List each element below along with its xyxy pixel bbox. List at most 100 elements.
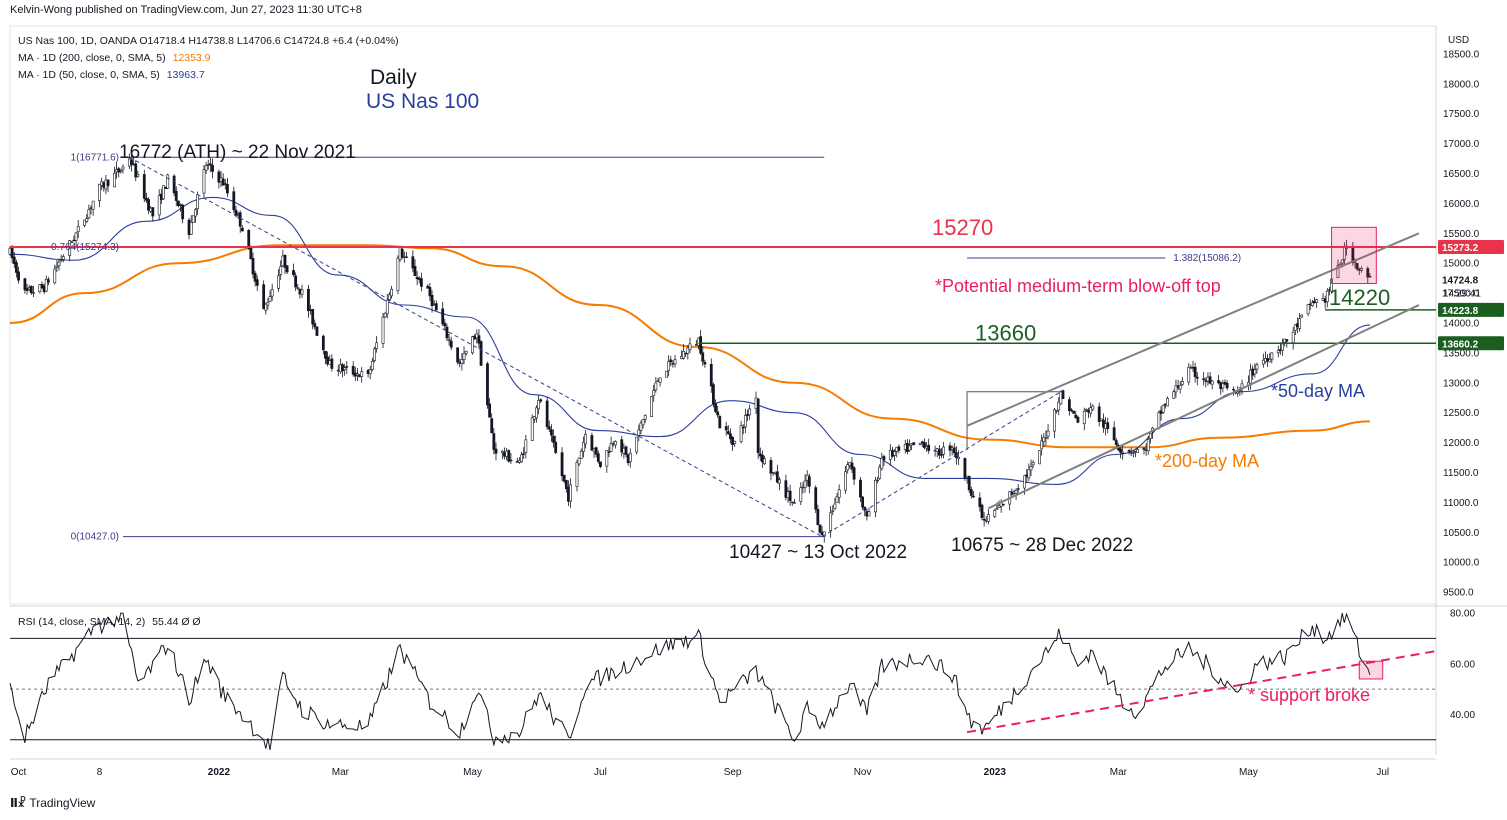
candle-down — [292, 270, 295, 276]
candle-up — [1293, 324, 1297, 331]
candle-down — [400, 248, 404, 258]
time-tick-label: Jul — [594, 767, 607, 778]
candle-up — [569, 484, 572, 502]
candle-up — [390, 288, 393, 297]
candle-down — [492, 433, 496, 450]
candle-down — [861, 496, 865, 508]
time-tick-label: 2022 — [208, 767, 231, 778]
rsi-break-box[interactable] — [1358, 660, 1384, 680]
candle-down — [1106, 422, 1110, 430]
candle-down — [419, 278, 423, 287]
candle-down — [775, 471, 779, 483]
candle-up — [993, 510, 997, 517]
candle-down — [29, 286, 33, 294]
candle-down — [217, 171, 221, 183]
candle-up — [995, 508, 999, 510]
fib-diagonal[interactable] — [129, 156, 823, 538]
rsi-tick-label: 80.00 — [1450, 609, 1475, 620]
candle-down — [1225, 382, 1229, 389]
candle-up — [997, 505, 1001, 508]
candle-down — [756, 398, 760, 454]
candle-up — [1029, 466, 1033, 471]
candle-down — [494, 448, 498, 454]
candle-up — [59, 259, 63, 261]
candle-up — [383, 312, 387, 318]
candle-up — [1359, 268, 1363, 271]
candle-down — [23, 278, 27, 291]
candle-up — [1249, 369, 1252, 384]
candle-up — [1291, 331, 1295, 343]
candle-up — [579, 450, 583, 459]
candle-up — [55, 265, 59, 268]
candle-down — [1368, 276, 1372, 278]
resistance-label: 15270 — [932, 215, 993, 240]
candle-up — [83, 219, 87, 226]
candle-up — [918, 442, 922, 445]
candle-up — [1082, 411, 1086, 424]
candle-down — [937, 448, 941, 456]
candle-up — [1161, 405, 1165, 413]
candle-up — [1040, 440, 1044, 450]
candle-down — [923, 442, 926, 448]
candle-up — [1180, 380, 1184, 385]
candle-down — [479, 341, 483, 366]
candle-up — [1300, 314, 1304, 318]
candle-up — [763, 458, 766, 465]
candle-up — [500, 450, 504, 454]
ath-annotation: 16772 (ATH) ~ 22 Nov 2021 — [119, 142, 356, 163]
candle-up — [157, 195, 161, 216]
candle-up — [876, 479, 879, 482]
candle-up — [867, 511, 871, 517]
symbol-legend[interactable]: US Nas 100, 1D, OANDA O14718.4 H14738.8 … — [18, 35, 399, 47]
candle-down — [816, 509, 820, 526]
channel-lower-line[interactable] — [987, 304, 1420, 510]
candle-down — [594, 447, 598, 455]
ma50-legend[interactable]: MA · 1D (50, close, 0, SMA, 5) 13963.7 — [18, 69, 205, 81]
ma200-legend[interactable]: MA · 1D (200, close, 0, SMA, 5) 12353.9 — [18, 52, 211, 64]
candle-up — [381, 316, 385, 344]
chart-canvas[interactable]: 1(16771.6) 0.764(15274.3) 0(10427.0) 1.382(… — [0, 0, 1507, 790]
blow-off-top-box[interactable] — [1331, 226, 1377, 285]
candle-up — [300, 289, 304, 295]
candle-down — [1217, 380, 1220, 384]
candle-up — [643, 415, 647, 420]
candle-up — [1148, 433, 1152, 439]
price-tick-label: 10500.0 — [1443, 528, 1480, 539]
footer-brand-text: TradingView — [29, 796, 96, 810]
rsi-line[interactable] — [9, 612, 1371, 750]
price-tag-support-14220: 14223.8 — [1442, 306, 1479, 317]
candle-up — [57, 261, 61, 267]
footer-brand[interactable]: Ⅱ☧ TradingView — [10, 796, 95, 810]
candle-down — [1119, 448, 1122, 453]
rsi-support-trendline[interactable] — [966, 650, 1437, 734]
candle-down — [729, 433, 732, 440]
candle-up — [44, 278, 48, 292]
candle-down — [221, 178, 225, 186]
candle-down — [1074, 414, 1078, 418]
fib-extension-dash[interactable] — [821, 391, 1062, 538]
price-tick-label: 15500.0 — [1443, 229, 1480, 240]
candle-down — [731, 436, 734, 445]
candle-down — [712, 384, 715, 405]
time-tick-label: Mar — [332, 767, 350, 778]
rsi-tick-label: 40.00 — [1450, 710, 1475, 721]
candle-up — [136, 173, 140, 177]
price-tick-label: 14000.0 — [1443, 318, 1480, 329]
candle-up — [74, 232, 78, 241]
candle-up — [1038, 450, 1041, 465]
time-tick-label: May — [1239, 767, 1258, 778]
ma50-line[interactable] — [9, 196, 1370, 485]
candle-down — [599, 461, 602, 467]
candle-up — [1146, 438, 1150, 452]
candle-down — [1061, 390, 1065, 399]
candle-down — [669, 359, 673, 363]
channel-upper-line[interactable] — [966, 232, 1420, 427]
price-tick-label: 12500.0 — [1443, 408, 1480, 419]
candle-down — [106, 179, 110, 186]
price-tick-label: 12000.0 — [1443, 438, 1480, 449]
candle-down — [818, 524, 822, 533]
ma200-legend-label: MA · 1D (200, close, 0, SMA, 5) — [18, 52, 166, 64]
candle-up — [1172, 391, 1176, 399]
candle-up — [957, 456, 960, 459]
candle-up — [799, 487, 803, 502]
